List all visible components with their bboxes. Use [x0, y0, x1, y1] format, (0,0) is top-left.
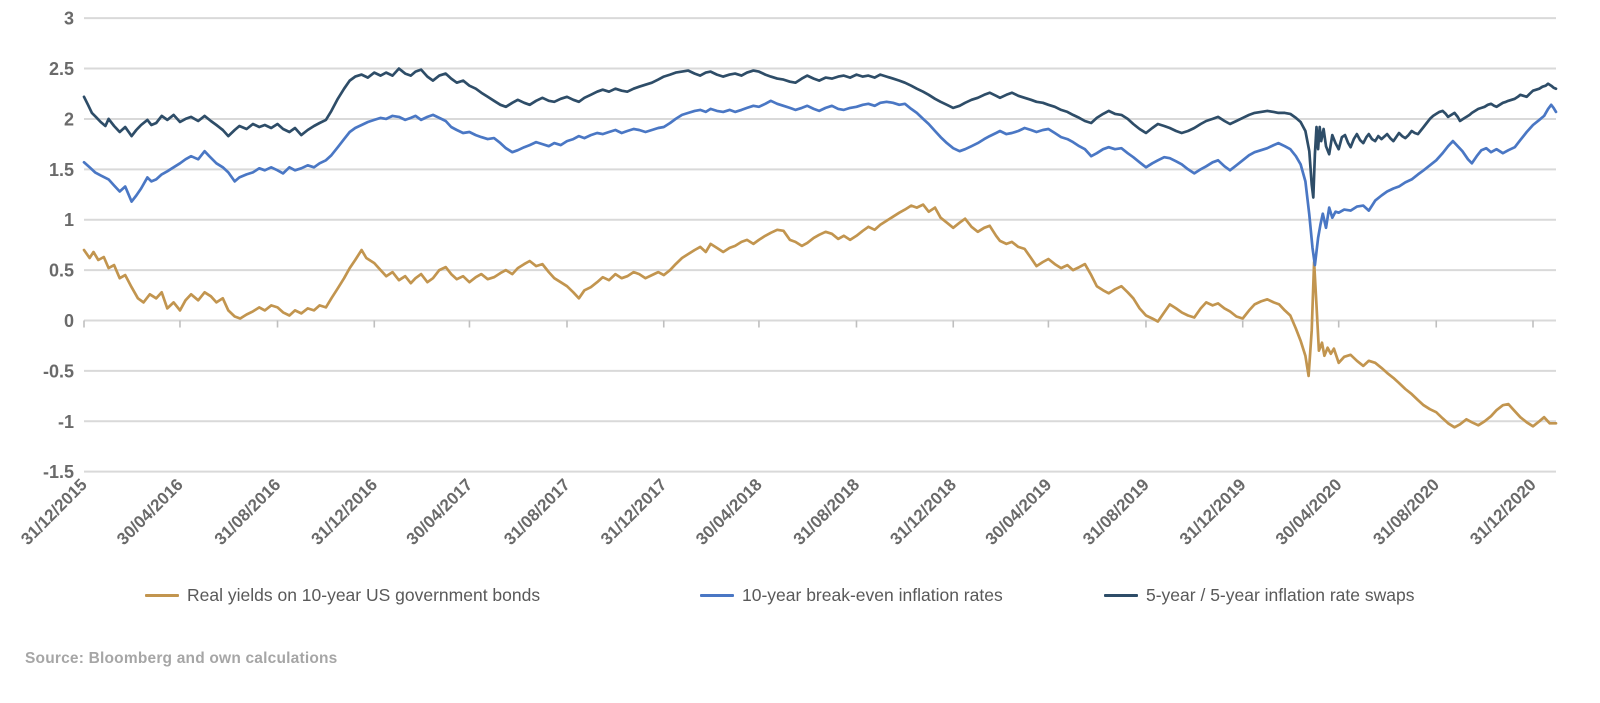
- legend-item-real-yields: Real yields on 10-year US government bon…: [145, 584, 540, 606]
- legend-line-swatch-swaps: [1104, 593, 1138, 597]
- y-axis-label: 0: [64, 311, 74, 331]
- x-axis-label: 30/04/2016: [113, 475, 187, 549]
- legend-label-real-yields: Real yields on 10-year US government bon…: [187, 584, 541, 605]
- x-axis-label: 31/12/2016: [307, 475, 381, 549]
- y-axis-label: 3: [64, 9, 74, 29]
- y-axis-label: 1: [64, 210, 74, 230]
- legend-line-swatch-real-yields: [145, 593, 179, 597]
- x-axis-label: 31/08/2020: [1369, 475, 1443, 549]
- y-axis-label: -0.5: [43, 361, 74, 381]
- x-axis-label: 31/12/2015: [17, 475, 91, 549]
- series-line-swaps: [82, 67, 1558, 199]
- x-axis-label: 31/12/2020: [1466, 475, 1540, 549]
- y-axis-label: 0.5: [49, 261, 74, 281]
- x-axis-label: 31/08/2019: [1079, 475, 1153, 549]
- legend-item-breakeven: 10-year break-even inflation rates: [700, 584, 1003, 606]
- chart-legend: Real yields on 10-year US government bon…: [0, 0, 1600, 605]
- x-axis-label: 31/12/2019: [1176, 475, 1250, 549]
- x-axis-label: 31/08/2018: [790, 475, 864, 549]
- legend-label-breakeven: 10-year break-even inflation rates: [742, 584, 1003, 605]
- line-chart: 3 2.5 2 1.5 1 0.5 0 -0.5 -1 -1.531/12/2015 30/04/2…: [17, 9, 1558, 549]
- legend-label-swaps: 5-year / 5-year inflation rate swaps: [1146, 584, 1415, 605]
- legend-line-swatch-breakeven: [700, 593, 734, 597]
- x-axis-label: 30/04/2020: [1272, 475, 1346, 549]
- x-axis-label: 31/12/2018: [886, 475, 960, 549]
- series-line-real-yields: [82, 203, 1558, 429]
- x-axis-label: 30/04/2018: [692, 475, 766, 549]
- x-axis-label: 31/12/2017: [597, 475, 671, 549]
- y-axis-label: 1.5: [49, 160, 74, 180]
- source-note: Source: Bloomberg and own calculations: [25, 650, 338, 667]
- x-axis-label: 31/08/2017: [500, 475, 574, 549]
- y-axis-label: 2: [64, 109, 74, 129]
- x-axis-label: 31/08/2016: [211, 475, 285, 549]
- y-axis-label: -1: [58, 412, 74, 432]
- legend-item-swaps: 5-year / 5-year inflation rate swaps: [1104, 584, 1414, 606]
- y-axis-label: 2.5: [49, 59, 74, 79]
- x-axis-label: 30/04/2019: [982, 475, 1056, 549]
- series-line-breakeven: [82, 99, 1558, 267]
- y-axis-label: -1.5: [43, 462, 74, 482]
- x-axis-label: 30/04/2017: [403, 475, 477, 549]
